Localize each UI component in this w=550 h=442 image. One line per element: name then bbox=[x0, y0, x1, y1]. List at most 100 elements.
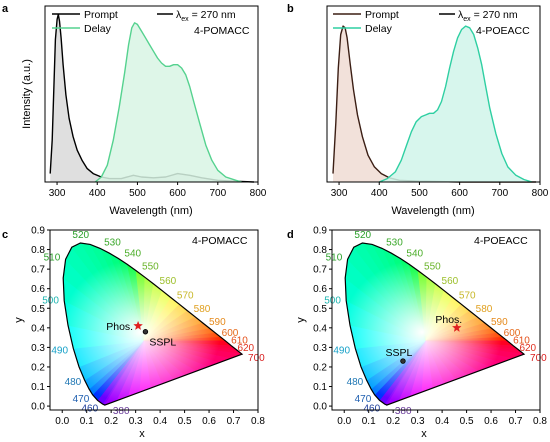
x-tick-label-c: 0.0 bbox=[55, 416, 69, 427]
wavelength-label-c: 520 bbox=[72, 230, 89, 241]
y-tick-label-c: 0.1 bbox=[31, 382, 45, 393]
x-tick-label-b: 800 bbox=[532, 188, 549, 199]
wavelength-label-c: 500 bbox=[42, 296, 59, 307]
y-tick-label-d: 0.4 bbox=[313, 323, 327, 334]
wavelength-label-d: 700 bbox=[530, 353, 547, 364]
wavelength-label-c: 620 bbox=[237, 343, 254, 354]
wavelength-label-c: 580 bbox=[194, 304, 211, 315]
y-tick-label-d: 0.2 bbox=[313, 362, 327, 373]
x-tick-label-c: 0.3 bbox=[129, 416, 143, 427]
wavelength-label-d: 520 bbox=[354, 230, 371, 241]
x-axis-title-a: Wavelength (nm) bbox=[109, 205, 192, 217]
wavelength-label-d: 460 bbox=[363, 403, 380, 414]
y-tick-label-c: 0.4 bbox=[31, 323, 45, 334]
point-label-phos-d: Phos. bbox=[435, 314, 462, 326]
excitation-label-a: λex = 270 nm bbox=[176, 9, 236, 23]
panel-letter-b: b bbox=[287, 3, 294, 15]
series-area-prompt-b bbox=[333, 26, 536, 182]
white-core-c bbox=[63, 243, 243, 406]
panel-a-spectrum: a 300 400 500 600 700 800 Wavelength (nm) Int… bbox=[2, 3, 267, 217]
wavelength-label-c: 540 bbox=[124, 249, 141, 260]
x-tick-label-b: 600 bbox=[451, 188, 468, 199]
x-tick-label-c: 0.6 bbox=[202, 416, 216, 427]
panel-letter-c: c bbox=[2, 229, 8, 241]
y-axis-title-d: y bbox=[295, 317, 307, 323]
wavelength-label-c: 530 bbox=[104, 237, 121, 248]
x-tick-label-d: 0.8 bbox=[533, 416, 547, 427]
wavelength-label-d: 550 bbox=[424, 262, 441, 273]
x-tick-label-d: 0.2 bbox=[386, 416, 400, 427]
marker-sspl-c bbox=[142, 329, 149, 335]
y-tick-label-d: 0.5 bbox=[313, 304, 327, 315]
plot-frame-d bbox=[331, 229, 541, 411]
x-tick-label-a: 400 bbox=[89, 188, 106, 199]
x-tick-label-a: 600 bbox=[169, 188, 186, 199]
x-tick-label-c: 0.1 bbox=[80, 416, 94, 427]
x-tick-label-c: 0.4 bbox=[153, 416, 167, 427]
compound-label-b: 4-POEACC bbox=[476, 25, 530, 37]
wavelength-label-d: 610 bbox=[513, 336, 530, 347]
legend-delay-a: Delay bbox=[84, 23, 112, 35]
series-area-delay-a bbox=[95, 22, 242, 182]
panel-letter-a: a bbox=[2, 3, 9, 15]
wavelength-label-c: 480 bbox=[65, 377, 82, 388]
wavelength-label-d: 530 bbox=[386, 237, 403, 248]
wavelength-label-c: 550 bbox=[142, 262, 159, 273]
y-axis-title-a: Intensity (a.u.) bbox=[21, 59, 33, 129]
y-tick-label-d: 0.0 bbox=[313, 402, 327, 413]
wavelength-label-d: 480 bbox=[347, 377, 364, 388]
compound-label-c: 4-POMACC bbox=[192, 235, 248, 247]
series-line-delay-b bbox=[378, 25, 533, 183]
x-tick-label-a: 300 bbox=[49, 188, 66, 199]
legend-delay-b: Delay bbox=[365, 23, 393, 35]
y-tick-label-d: 0.1 bbox=[313, 382, 327, 393]
point-label-phos-c: Phos. bbox=[106, 321, 133, 333]
y-axis-title-c: y bbox=[13, 317, 25, 323]
wavelength-label-c: 510 bbox=[44, 252, 61, 263]
y-tick-label-d: 0.9 bbox=[313, 226, 327, 237]
compound-label-a: 4-POMACC bbox=[194, 25, 250, 37]
wavelength-label-d: 590 bbox=[491, 317, 508, 328]
y-tick-label-c: 0.2 bbox=[31, 362, 45, 373]
x-tick-label-d: 0.0 bbox=[337, 416, 351, 427]
legend-prompt-b: Prompt bbox=[365, 9, 399, 21]
x-tick-label-b: 300 bbox=[331, 188, 348, 199]
x-tick-label-a: 700 bbox=[209, 188, 226, 199]
white-core-d bbox=[345, 243, 524, 406]
x-tick-label-c: 0.2 bbox=[104, 416, 118, 427]
x-tick-label-c: 0.7 bbox=[227, 416, 241, 427]
x-tick-label-d: 0.5 bbox=[460, 416, 474, 427]
excitation-label-b: λex = 270 nm bbox=[458, 9, 518, 23]
x-axis-title-d: x bbox=[421, 428, 427, 440]
wavelength-label-c: 570 bbox=[177, 291, 194, 302]
wavelength-label-d: 620 bbox=[519, 343, 536, 354]
y-tick-label-c: 0.9 bbox=[31, 226, 45, 237]
wavelength-label-d: 490 bbox=[333, 345, 350, 356]
panel-letter-d: d bbox=[287, 229, 294, 241]
wavelength-label-c: 380 bbox=[113, 406, 130, 417]
wavelength-label-d: 570 bbox=[459, 291, 476, 302]
spectral-locus-c bbox=[62, 242, 244, 406]
wavelength-label-c: 460 bbox=[81, 403, 98, 414]
x-tick-label-d: 0.6 bbox=[484, 416, 498, 427]
plot-frame-a bbox=[44, 5, 259, 183]
wavelength-label-c: 700 bbox=[248, 353, 265, 364]
wavelength-label-c: 610 bbox=[231, 336, 248, 347]
series-line-delay-a bbox=[94, 22, 243, 183]
x-axis-title-c: x bbox=[139, 428, 145, 440]
wavelength-label-c: 560 bbox=[160, 276, 177, 287]
wavelength-label-c: 590 bbox=[209, 317, 226, 328]
series-area-delay-b bbox=[379, 26, 532, 182]
y-tick-label-c: 0.7 bbox=[31, 265, 45, 276]
wavelength-label-d: 600 bbox=[504, 328, 521, 339]
wavelength-label-c: 490 bbox=[51, 345, 68, 356]
x-tick-label-b: 700 bbox=[491, 188, 508, 199]
wavelength-label-d: 510 bbox=[326, 252, 343, 263]
y-tick-label-c: 0.6 bbox=[31, 284, 45, 295]
y-tick-label-c: 0.0 bbox=[31, 402, 45, 413]
x-tick-label-d: 0.3 bbox=[411, 416, 425, 427]
x-tick-label-d: 0.7 bbox=[509, 416, 523, 427]
spectral-locus-d bbox=[344, 242, 526, 406]
